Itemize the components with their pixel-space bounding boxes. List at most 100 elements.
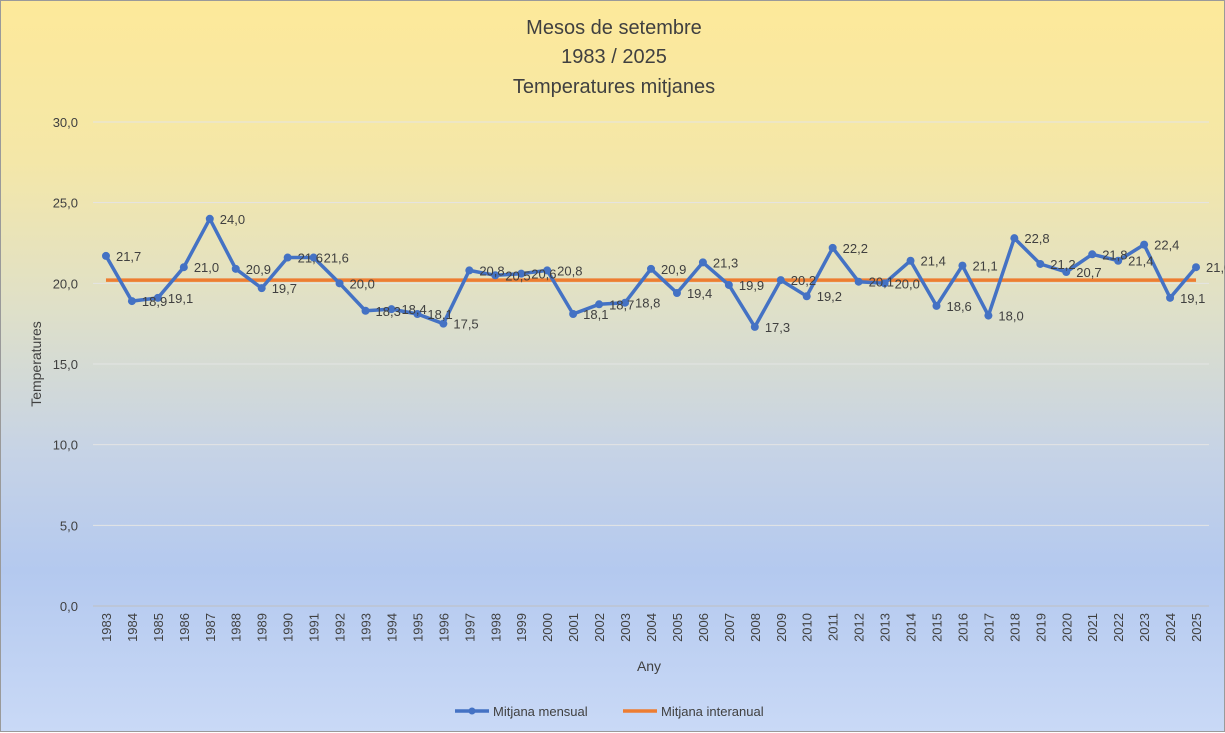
y-tick-label: 5,0 (60, 518, 78, 533)
x-tick-label: 1997 (462, 613, 477, 642)
data-label: 21,4 (921, 254, 946, 269)
y-tick-label: 30,0 (53, 115, 78, 130)
data-point (335, 279, 344, 288)
data-point (179, 263, 188, 272)
x-tick-label: 2005 (670, 613, 685, 642)
data-point (205, 214, 214, 223)
x-tick-label: 1984 (125, 613, 140, 642)
data-label: 20,9 (246, 262, 271, 277)
data-label: 21,3 (713, 255, 738, 270)
x-tick-label: 2015 (929, 613, 944, 642)
data-label: 20,1 (869, 275, 894, 290)
x-tick-label: 2008 (748, 613, 763, 642)
data-label: 20,0 (895, 276, 920, 291)
data-label: 18,9 (142, 294, 167, 309)
data-point (1192, 263, 1201, 272)
legend-monthly-marker (468, 707, 476, 715)
data-label: 18,1 (583, 307, 608, 322)
data-label: 18,3 (376, 304, 401, 319)
x-tick-label: 2004 (644, 613, 659, 642)
x-tick-label: 2014 (904, 613, 919, 642)
gridlines (93, 121, 1209, 607)
data-label: 21,7 (116, 249, 141, 264)
y-tick-label: 15,0 (53, 357, 78, 372)
data-point (153, 293, 162, 302)
data-label: 22,2 (843, 241, 868, 256)
data-point (361, 306, 370, 315)
x-tick-label: 2013 (878, 613, 893, 642)
data-label: 18,7 (609, 297, 634, 312)
data-point (776, 276, 785, 285)
data-label: 20,5 (505, 268, 530, 283)
x-tick-label: 1994 (384, 613, 399, 642)
data-point (309, 253, 318, 262)
x-tick-label: 2001 (566, 613, 581, 642)
y-tick-label: 25,0 (53, 196, 78, 211)
x-tick-label: 1991 (307, 613, 322, 642)
x-tick-label: 2023 (1137, 613, 1152, 642)
data-point (465, 266, 474, 275)
data-point (1088, 250, 1097, 259)
data-label: 20,8 (479, 263, 504, 278)
data-label: 20,9 (661, 262, 686, 277)
x-tick-label: 1989 (255, 613, 270, 642)
data-label: 21,0 (194, 260, 219, 275)
x-tick-label: 2011 (826, 613, 841, 641)
x-tick-label: 1995 (410, 613, 425, 642)
data-label: 22,8 (1024, 231, 1049, 246)
y-axis-ticks: 0,0 5,0 10,0 15,0 20,0 25,0 30,0 (53, 115, 78, 614)
data-label: 24,0 (220, 212, 245, 227)
x-tick-label: 2010 (800, 613, 815, 642)
x-tick-label: 1985 (151, 613, 166, 642)
data-point (802, 292, 811, 301)
data-label: 20,7 (1076, 265, 1101, 280)
x-tick-label: 1999 (514, 613, 529, 642)
data-label: 18,0 (998, 309, 1023, 324)
data-point (101, 251, 110, 260)
data-point (517, 269, 526, 278)
data-label: 21,1 (972, 259, 997, 274)
legend-item-monthly: Mitjana mensual (455, 704, 588, 719)
data-point (750, 322, 759, 331)
chart-title-line-3: Temperatures mitjanes (513, 76, 715, 98)
x-tick-label: 2000 (540, 613, 555, 642)
data-label: 19,2 (817, 289, 842, 304)
data-point (1140, 240, 1149, 249)
data-point (724, 280, 733, 289)
y-tick-label: 10,0 (53, 438, 78, 453)
y-axis-title: Temperatures (28, 321, 44, 407)
data-point (231, 264, 240, 273)
legend-average-label: Mitjana interanual (661, 704, 764, 719)
chart-title-line-2: 1983 / 2025 (561, 46, 667, 68)
data-point (283, 253, 292, 262)
y-tick-label: 0,0 (60, 599, 78, 614)
data-point (257, 284, 266, 293)
x-tick-label: 2024 (1163, 613, 1178, 642)
data-label: 19,1 (168, 291, 193, 306)
data-point (880, 279, 889, 288)
x-tick-label: 1983 (99, 613, 114, 642)
data-label: 17,5 (453, 317, 478, 332)
data-label: 19,4 (687, 286, 712, 301)
data-label: 20,8 (557, 263, 582, 278)
data-point (543, 266, 552, 275)
data-point (958, 261, 967, 270)
data-label: 19,9 (739, 278, 764, 293)
data-label: 21,2 (1050, 257, 1075, 272)
data-label: 21,0 (1206, 260, 1225, 275)
legend-monthly-label: Mitjana mensual (493, 704, 588, 719)
data-label: 21,4 (1128, 254, 1153, 269)
data-labels: 21,718,9 19,121,024,020,919,721,6 21,620,0… (116, 212, 1225, 335)
data-label: 20,2 (791, 273, 816, 288)
data-label: 18,6 (946, 299, 971, 314)
x-tick-label: 1993 (359, 613, 374, 642)
data-point (1062, 268, 1071, 277)
data-label: 19,7 (272, 281, 297, 296)
series-monthly-points (101, 214, 1201, 331)
data-label: 21,8 (1102, 247, 1127, 262)
x-tick-label: 1986 (177, 613, 192, 642)
data-point (413, 309, 422, 318)
data-point (127, 297, 136, 306)
